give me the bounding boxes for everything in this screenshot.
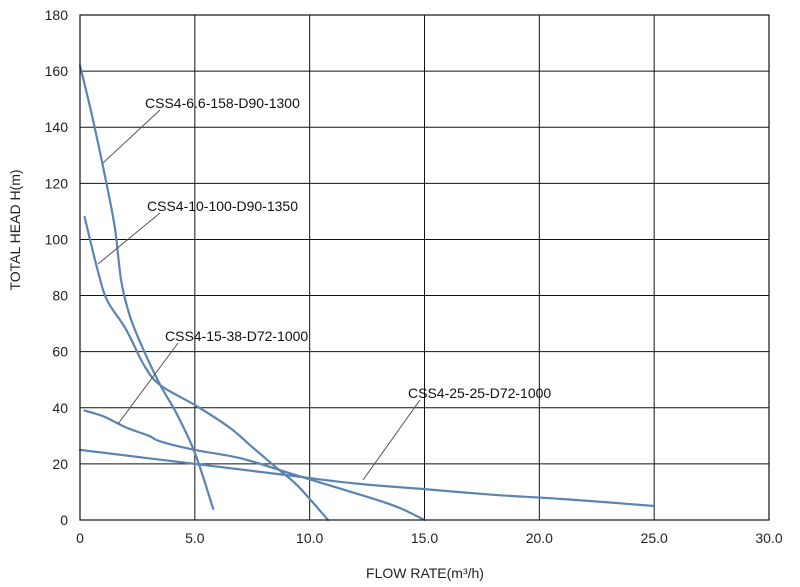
series-line-1	[78, 64, 215, 510]
curves	[78, 64, 656, 522]
x-tick-label: 0	[76, 530, 84, 546]
gridlines	[79, 14, 770, 521]
leader-line	[362, 399, 421, 481]
x-tick-label: 25.0	[641, 530, 668, 546]
series-label: CSS4-25-25-D72-1000	[408, 385, 551, 401]
y-tick-label: 180	[45, 7, 69, 23]
series-labels: CSS4-6.6-158-D90-1300 CSS4-10-100-D90-135…	[145, 95, 551, 401]
series-line-3	[83, 409, 426, 522]
x-axis-title: FLOW RATE(m³/h)	[366, 565, 484, 581]
y-tick-label: 140	[45, 119, 69, 135]
y-tick-labels: 0 20 40 60 80 100 120 140 160 180	[45, 7, 69, 528]
x-tick-label: 15.0	[411, 530, 438, 546]
leader-line	[97, 212, 161, 265]
series-label: CSS4-15-38-D72-1000	[165, 328, 308, 344]
y-tick-label: 80	[52, 288, 68, 304]
y-tick-label: 100	[45, 231, 69, 247]
y-tick-label: 0	[60, 512, 68, 528]
y-tick-label: 20	[52, 456, 68, 472]
leader-line	[102, 109, 161, 164]
y-tick-label: 40	[52, 400, 68, 416]
plot-frame	[79, 14, 770, 521]
y-tick-label: 120	[45, 175, 69, 191]
y-tick-label: 160	[45, 63, 69, 79]
x-tick-label: 10.0	[296, 530, 323, 546]
y-axis-title: TOTAL HEAD H(m)	[7, 169, 23, 290]
x-tick-label: 30.0	[755, 530, 782, 546]
x-tick-label: 20.0	[526, 530, 553, 546]
label-leader-lines	[97, 109, 421, 481]
series-line-4	[78, 448, 656, 508]
y-tick-label: 60	[52, 344, 68, 360]
series-label: CSS4-10-100-D90-1350	[147, 198, 298, 214]
x-tick-label: 5.0	[185, 530, 205, 546]
leader-line	[117, 342, 179, 425]
series-label: CSS4-6.6-158-D90-1300	[145, 95, 300, 111]
x-tick-labels: 0 5.0 10.0 15.0 20.0 25.0 30.0	[76, 530, 783, 546]
